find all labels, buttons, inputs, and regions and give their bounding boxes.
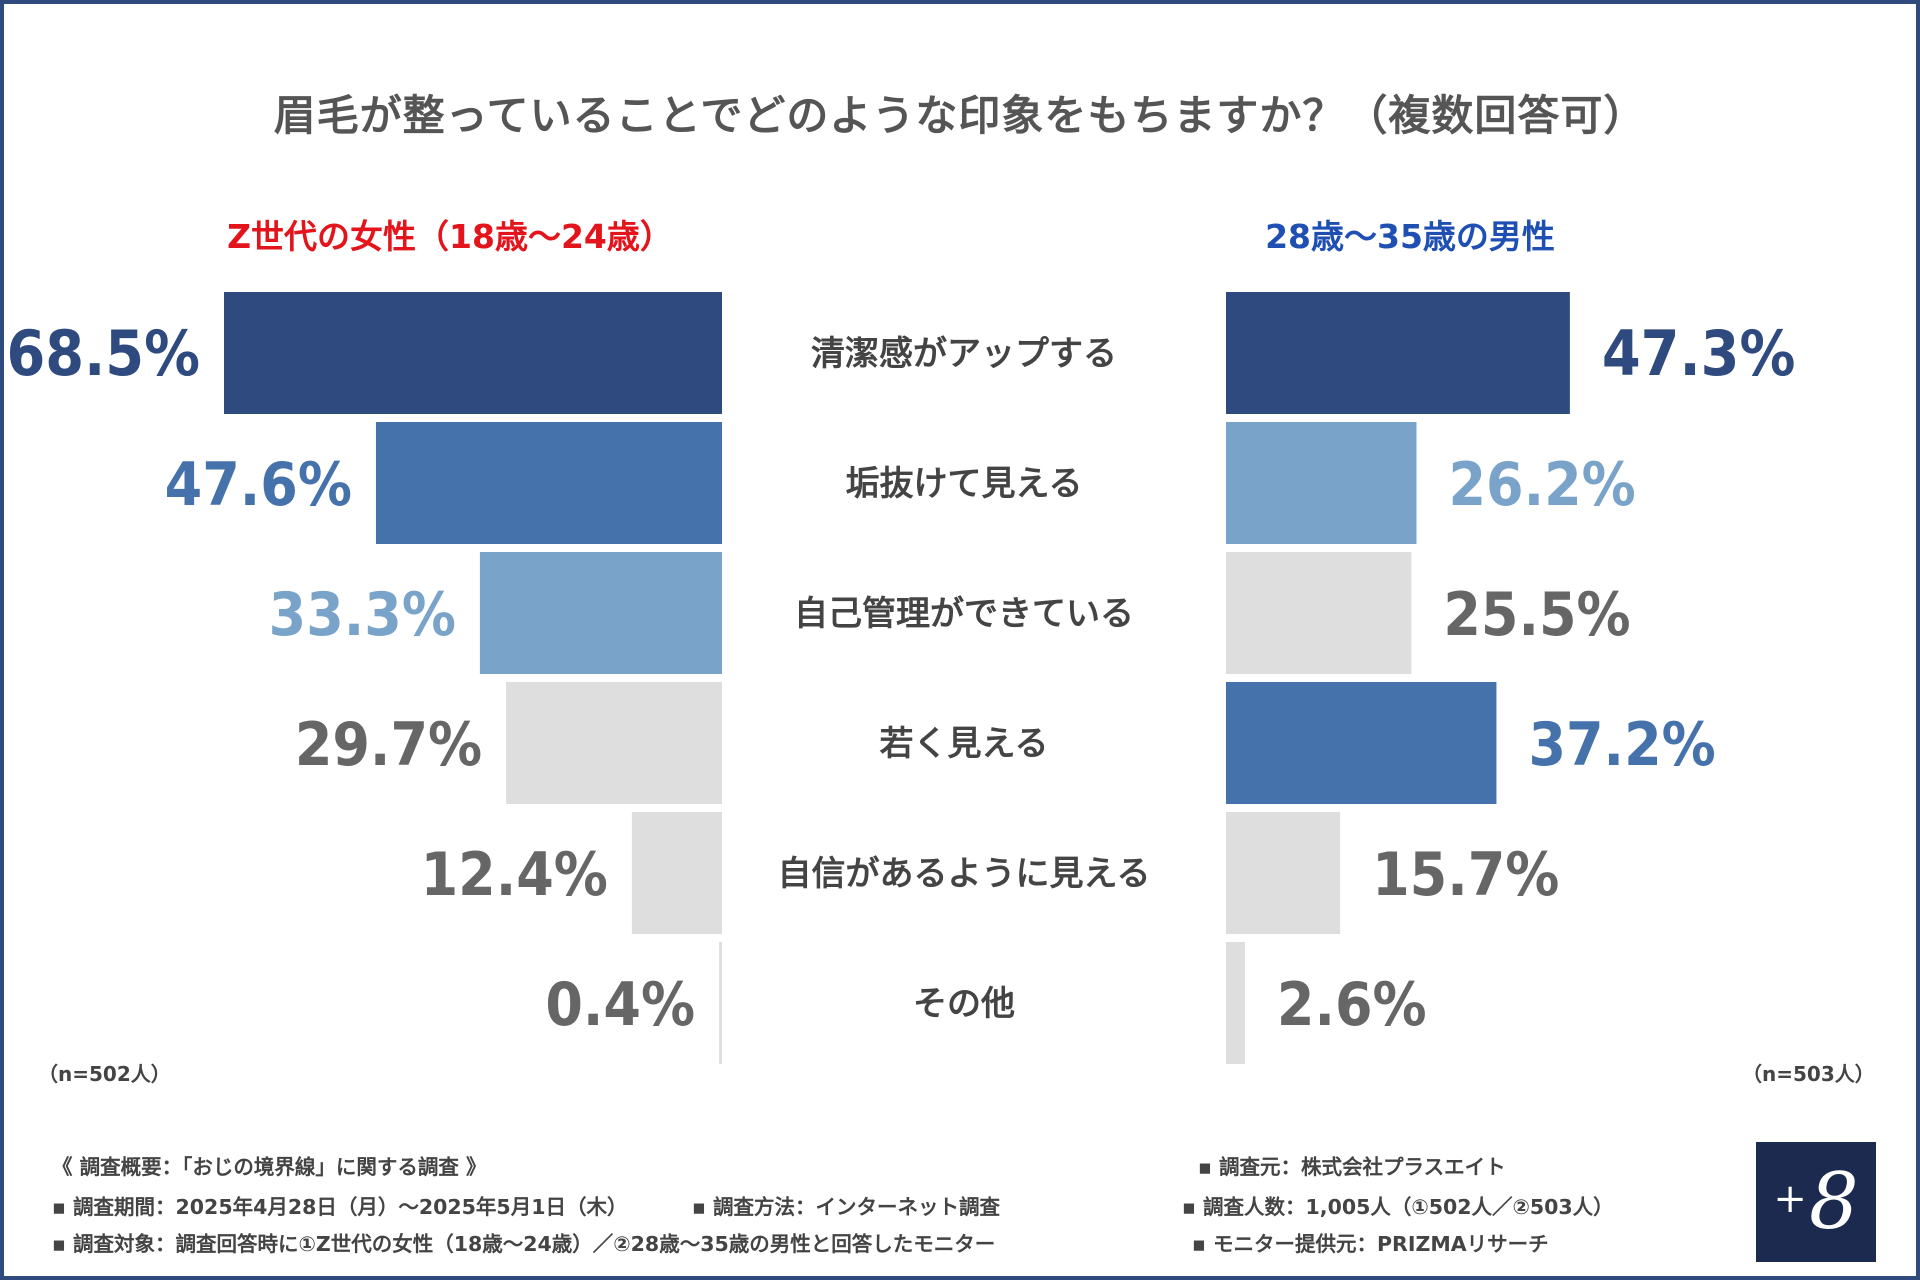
left-bar-3	[506, 682, 722, 804]
right-series-bars	[1226, 292, 1570, 1064]
right-value-label-4: 15.7%	[1372, 840, 1559, 910]
footer-period: ▪ 調査期間：2025年4月28日（月）〜2025年5月1日（木）	[52, 1195, 628, 1219]
right-value-label-5: 2.6%	[1277, 970, 1427, 1040]
category-label-2: 自己管理ができている	[794, 594, 1134, 634]
footer-target: ▪ 調査対象：調査回答時に①Z世代の女性（18歳〜24歳）／②28歳〜35歳の男…	[52, 1232, 996, 1256]
right-bar-0	[1226, 292, 1570, 414]
left-value-label-1: 47.6%	[165, 450, 352, 520]
right-series-value-labels: 47.3% 26.2% 25.5% 37.2% 15.7% 2.6%	[1277, 317, 1795, 1040]
left-value-label-3: 29.7%	[295, 710, 482, 780]
left-bar-5	[719, 942, 722, 1064]
left-series-bars	[224, 292, 722, 1064]
left-bar-4	[631, 812, 722, 934]
left-value-label-4: 12.4%	[421, 840, 608, 910]
right-value-label-1: 26.2%	[1448, 450, 1635, 520]
right-bar-3	[1226, 682, 1497, 804]
footer-count: ▪ 調査人数：1,005人（①502人／②503人）	[1182, 1195, 1614, 1219]
right-bar-1	[1226, 422, 1417, 544]
right-sample-size: （n=503人）	[1742, 1062, 1875, 1086]
right-group-title: 28歳〜35歳の男性	[1265, 217, 1555, 256]
category-label-3: 若く見える	[880, 724, 1049, 764]
logo-plus-glyph: +	[1773, 1176, 1807, 1222]
left-value-label-5: 0.4%	[545, 970, 695, 1040]
right-value-label-0: 47.3%	[1602, 317, 1796, 390]
left-bar-1	[375, 422, 722, 544]
left-value-label-2: 33.3%	[269, 580, 456, 650]
category-label-0: 清潔感がアップする	[811, 334, 1117, 374]
category-label-4: 自信があるように見える	[778, 854, 1151, 894]
left-value-label-0: 68.5%	[6, 317, 200, 390]
footer-method: ▪ 調査方法：インターネット調査	[692, 1195, 1001, 1219]
category-label-5: その他	[913, 984, 1015, 1024]
footer-overview: 《 調査概要：「おじの境界線」に関する調査 》	[52, 1155, 487, 1179]
company-logo: + 8	[1756, 1142, 1876, 1262]
chart-title: 眉毛が整っていることでどのような印象をもちますか？（複数回答可）	[273, 91, 1647, 140]
footer-source: ▪ 調査元：株式会社プラスエイト	[1198, 1155, 1506, 1179]
left-group-title: Z世代の女性（18歳〜24歳）	[227, 217, 673, 256]
right-value-label-3: 37.2%	[1528, 710, 1715, 780]
right-bar-4	[1226, 812, 1341, 934]
right-value-label-2: 25.5%	[1443, 580, 1630, 650]
left-bar-2	[479, 552, 722, 674]
footer-provider: ▪ モニター提供元：PRIZMAリサーチ	[1192, 1232, 1549, 1256]
left-series-value-labels: 68.5% 47.6% 33.3% 29.7% 12.4% 0.4%	[6, 317, 695, 1040]
category-label-1: 垢抜けて見える	[846, 464, 1083, 504]
right-bar-5	[1226, 942, 1245, 1064]
left-bar-0	[224, 292, 722, 414]
left-sample-size: （n=502人）	[38, 1062, 171, 1086]
right-bar-2	[1226, 552, 1412, 674]
logo-eight-glyph: 8	[1808, 1157, 1859, 1247]
category-labels: 清潔感がアップする垢抜けて見える自己管理ができている若く見える自信があるように見…	[778, 334, 1151, 1024]
